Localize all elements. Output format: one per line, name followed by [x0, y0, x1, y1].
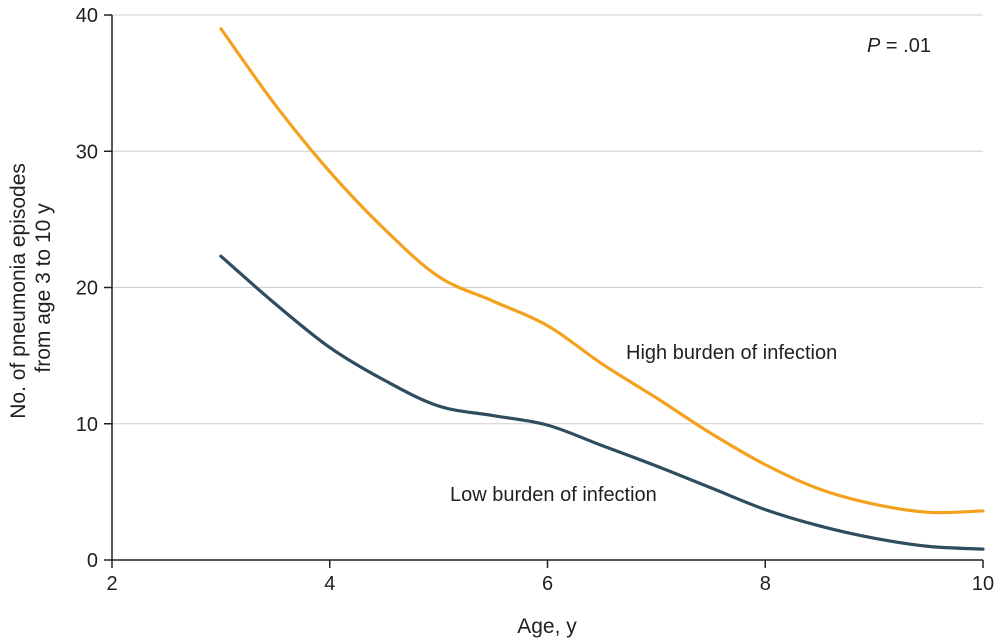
y-axis-label: No. of pneumonia episodes from age 3 to …: [7, 157, 55, 419]
x-tick-label-4: 4: [324, 573, 335, 595]
high-burden-label: High burden of infection: [626, 342, 837, 364]
p-value: = .01: [880, 35, 931, 57]
p-value-annotation: P = .01: [867, 35, 931, 57]
y-axis-label-line-1: No. of pneumonia episodes: [7, 163, 30, 419]
p-symbol: P: [867, 35, 881, 57]
x-tick-label-8: 8: [760, 573, 771, 595]
low-burden-label: Low burden of infection: [450, 484, 657, 506]
y-tick-label-30: 30: [76, 141, 98, 163]
high-burden-line: [219, 27, 985, 515]
y-tick-label-0: 0: [87, 550, 98, 572]
grid-lines: [112, 14, 983, 425]
x-axis-label: Age, y: [517, 615, 577, 638]
ticks: 2 4 6 8 10 0 10 20 30 40: [76, 5, 994, 595]
series-lines: [219, 27, 985, 551]
low-burden-line: [219, 254, 985, 551]
y-tick-label-40: 40: [76, 5, 98, 27]
y-tick-label-20: 20: [76, 278, 98, 300]
y-axis-label-line-2: from age 3 to 10 y: [32, 203, 55, 373]
x-tick-label-10: 10: [972, 573, 994, 595]
x-tick-label-6: 6: [542, 573, 553, 595]
x-tick-label-2: 2: [106, 573, 117, 595]
y-tick-label-10: 10: [76, 414, 98, 436]
